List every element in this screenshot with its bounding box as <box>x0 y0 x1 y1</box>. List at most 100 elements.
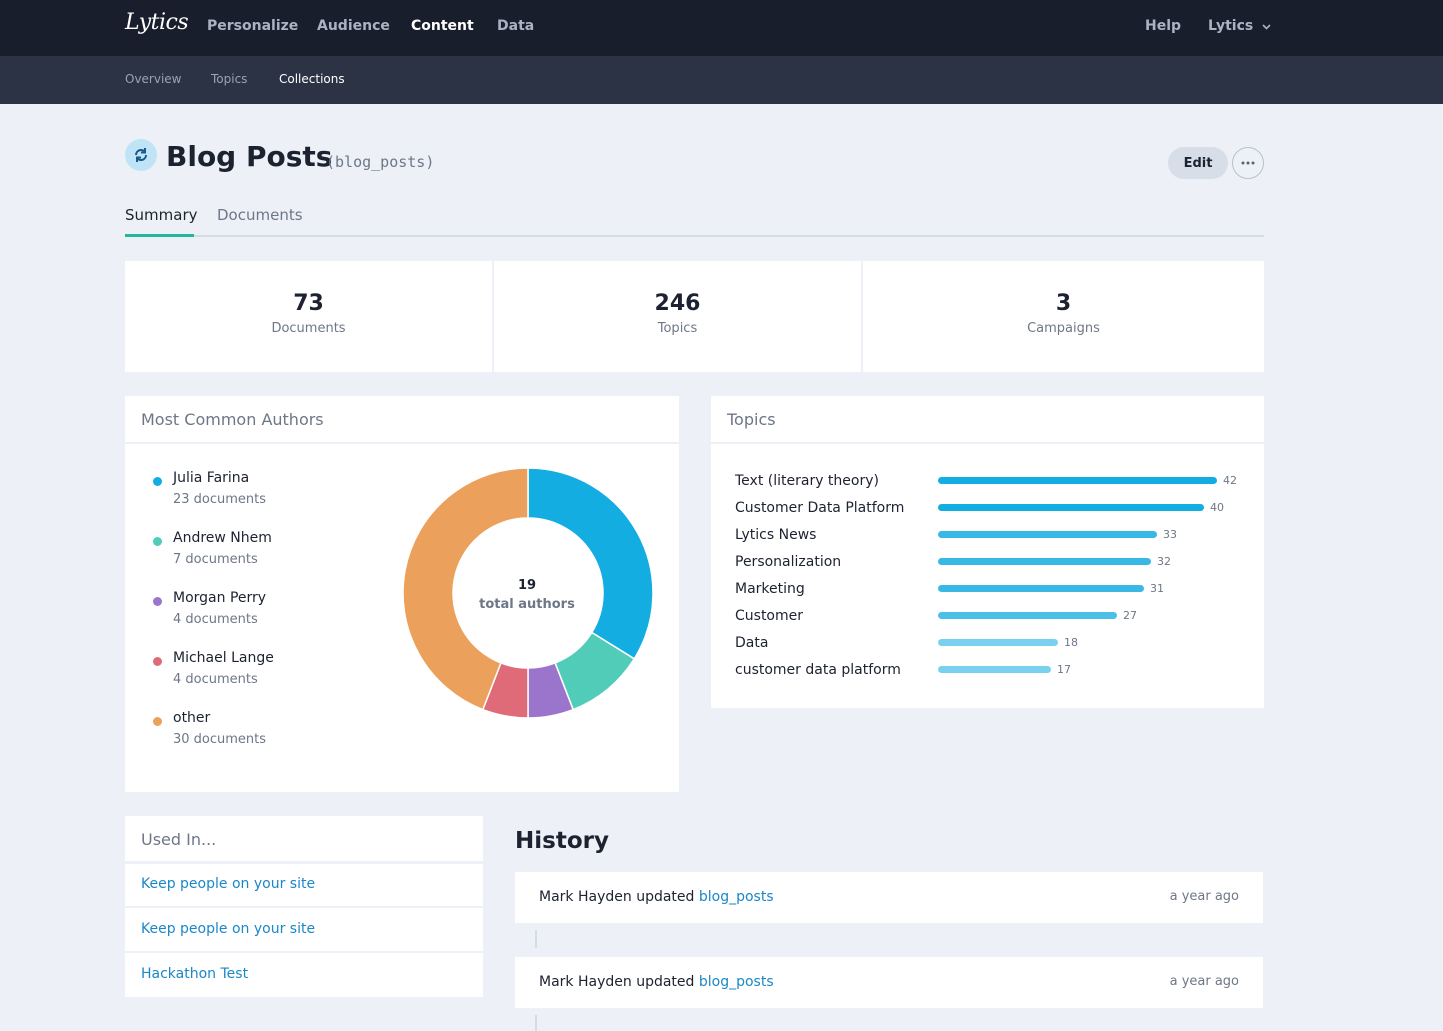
card-title: Most Common Authors <box>141 410 324 429</box>
stats-card: 73 Documents 246 Topics 3 Campaigns <box>125 261 1264 372</box>
topic-value: 42 <box>1223 474 1237 487</box>
author-count: 23 documents <box>173 492 267 507</box>
tab-documents[interactable]: Documents <box>217 206 303 224</box>
author-name: Andrew Nhem <box>173 530 272 546</box>
chevron-down-icon <box>1262 24 1271 30</box>
subnav-topics[interactable]: Topics <box>211 72 248 86</box>
stat-label: Documents <box>271 321 346 336</box>
topic-value: 33 <box>1163 528 1177 541</box>
card-header: Topics <box>711 396 1264 444</box>
topic-value: 31 <box>1150 582 1164 595</box>
stat-divider <box>492 261 494 372</box>
stat-topics: 246 Topics <box>494 261 861 372</box>
author-count: 7 documents <box>173 552 258 567</box>
legend-dot <box>153 537 162 546</box>
more-options-button[interactable] <box>1232 147 1264 179</box>
author-count: 30 documents <box>173 732 267 747</box>
campaign-link[interactable]: Keep people on your site <box>141 876 316 892</box>
history-target-link[interactable]: blog_posts <box>698 974 774 990</box>
history-connector <box>535 930 537 948</box>
tabs-divider <box>125 235 1264 237</box>
topic-label: Marketing <box>735 581 805 597</box>
topic-bar <box>938 639 1058 646</box>
collection-slug: (blog_posts) <box>326 153 435 171</box>
topic-value: 17 <box>1057 663 1071 676</box>
topic-label: Text (literary theory) <box>735 473 879 489</box>
topic-bar <box>938 585 1144 592</box>
topic-bar <box>938 531 1157 538</box>
nav-content[interactable]: Content <box>411 18 474 34</box>
history-actor: Mark Hayden <box>539 974 632 990</box>
sub-nav-bar <box>0 56 1443 104</box>
nav-data[interactable]: Data <box>497 18 535 34</box>
history-time: a year ago <box>1169 974 1239 989</box>
subnav-collections[interactable]: Collections <box>279 72 345 86</box>
stat-divider <box>861 261 863 372</box>
stat-value: 3 <box>1055 291 1072 316</box>
card-title: Topics <box>727 410 776 429</box>
nav-personalize[interactable]: Personalize <box>207 18 299 34</box>
history-entry: Mark Hayden updated blog_posts a year ag… <box>515 872 1263 923</box>
topic-label: Customer <box>735 608 804 624</box>
lytics-logo[interactable]: Lytics <box>125 10 189 35</box>
topic-value: 32 <box>1157 555 1171 568</box>
used-in-item: Keep people on your site <box>125 861 483 908</box>
topic-label: customer data platform <box>735 662 901 678</box>
legend-dot <box>153 597 162 606</box>
topic-value: 18 <box>1064 636 1078 649</box>
donut-slice[interactable] <box>403 468 529 711</box>
campaign-link[interactable]: Hackathon Test <box>141 966 249 982</box>
active-tab-indicator <box>125 234 194 237</box>
history-entry: Mark Hayden updated blog_posts a year ag… <box>515 957 1263 1008</box>
history-title: History <box>515 828 609 854</box>
account-name: Lytics <box>1208 18 1254 34</box>
history-actor: Mark Hayden <box>539 889 632 905</box>
used-in-card: Used In... Keep people on your site Keep… <box>125 816 483 997</box>
authors-donut-chart <box>403 468 653 718</box>
history-verb: updated <box>636 889 695 905</box>
legend-dot <box>153 477 162 486</box>
stat-label: Topics <box>657 321 698 336</box>
topic-label: Data <box>735 635 769 651</box>
card-title: Used In... <box>141 830 217 849</box>
account-menu[interactable]: Lytics <box>1208 18 1271 34</box>
topic-label: Personalization <box>735 554 842 570</box>
stat-label: Campaigns <box>1027 321 1100 336</box>
topic-label: Customer Data Platform <box>735 500 905 516</box>
nav-help[interactable]: Help <box>1145 18 1182 34</box>
topic-bar <box>938 477 1217 484</box>
subnav-overview[interactable]: Overview <box>125 72 182 86</box>
history-target-link[interactable]: blog_posts <box>698 889 774 905</box>
author-name: Julia Farina <box>173 470 250 486</box>
used-in-item: Hackathon Test <box>125 951 483 998</box>
topic-value: 27 <box>1123 609 1137 622</box>
donut-total-value: 19 <box>517 578 537 593</box>
used-in-item: Keep people on your site <box>125 906 483 953</box>
tab-summary[interactable]: Summary <box>125 206 198 224</box>
authors-card: Most Common Authors Julia Farina 23 docu… <box>125 396 679 792</box>
campaign-link[interactable]: Keep people on your site <box>141 921 316 937</box>
author-count: 4 documents <box>173 612 258 627</box>
sync-icon <box>125 139 157 171</box>
donut-total-label: total authors <box>479 597 575 612</box>
stat-value: 73 <box>293 291 324 316</box>
author-name: other <box>173 710 211 726</box>
legend-dot <box>153 717 162 726</box>
edit-button[interactable]: Edit <box>1168 147 1228 179</box>
topic-bar <box>938 504 1204 511</box>
topic-value: 40 <box>1210 501 1224 514</box>
nav-audience[interactable]: Audience <box>317 18 390 34</box>
stat-value: 246 <box>654 291 701 316</box>
card-header: Most Common Authors <box>125 396 679 444</box>
donut-slice[interactable] <box>527 468 653 660</box>
history-text: Mark Hayden updated blog_posts <box>539 974 774 990</box>
history-text: Mark Hayden updated blog_posts <box>539 889 774 905</box>
stat-campaigns: 3 Campaigns <box>863 261 1264 372</box>
legend-dot <box>153 657 162 666</box>
topics-card: Topics Text (literary theory) 42 Customer … <box>711 396 1264 708</box>
topic-bar <box>938 666 1051 673</box>
history-time: a year ago <box>1169 889 1239 904</box>
topic-bar <box>938 558 1151 565</box>
topic-label: Lytics News <box>735 527 817 543</box>
top-nav-bar: Lytics Personalize Audience Content Data… <box>0 0 1443 56</box>
